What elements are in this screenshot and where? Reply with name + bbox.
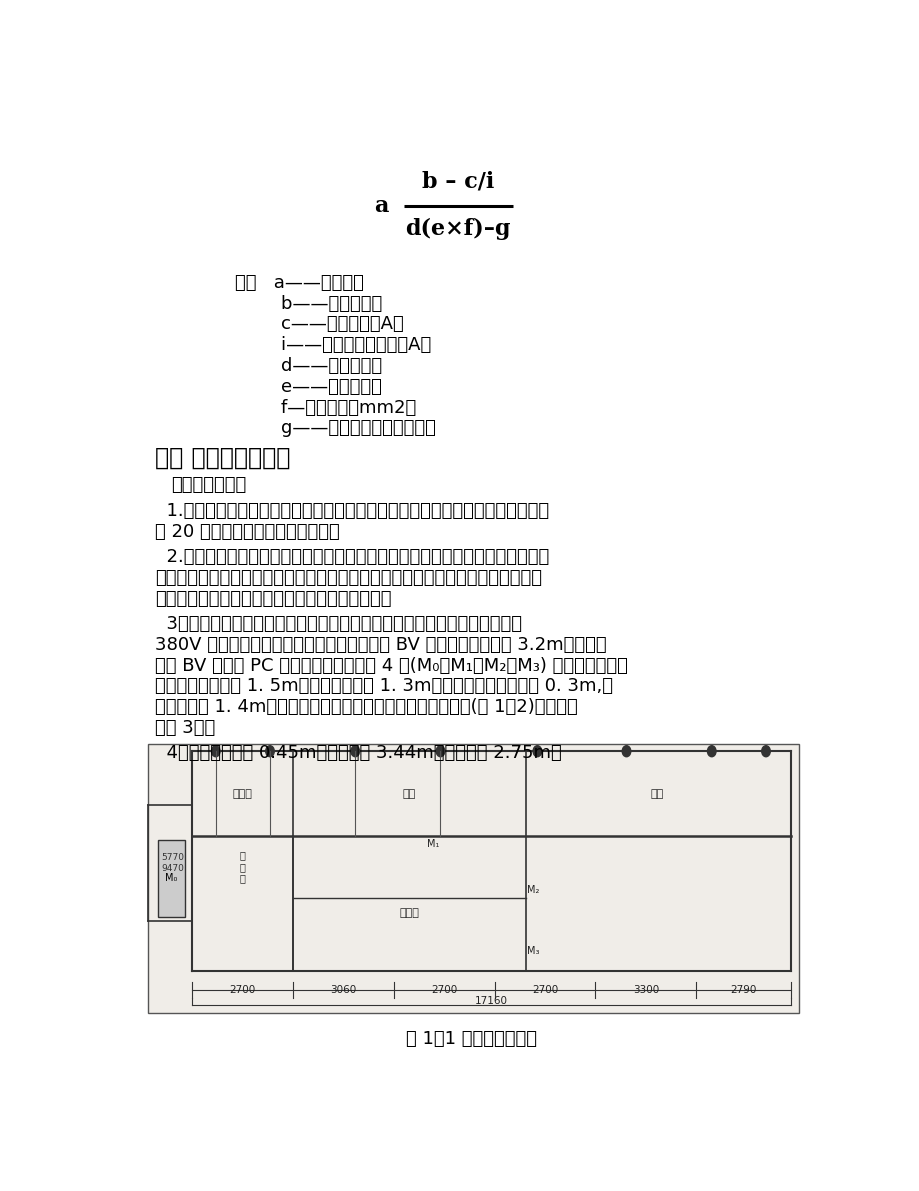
Circle shape [436,746,444,756]
Text: 快餐厅: 快餐厅 [399,908,419,918]
Text: 2700: 2700 [230,985,255,994]
Text: 图 1－1 电气底层平面图: 图 1－1 电气底层平面图 [405,1030,537,1048]
Text: 4、室内外高差为 0.45m，一层层高 3.44m，二层层高 2.75m。: 4、室内外高差为 0.45m，一层层高 3.44m，二层层高 2.75m。 [155,744,562,762]
Text: d——导线型号；: d——导线型号； [235,357,381,375]
Text: 板开关距地 1. 4m；配电箱可靠接地保护，见电气平面布置图(图 1、2)及系统图: 板开关距地 1. 4m；配电箱可靠接地保护，见电气平面布置图(图 1、2)及系统… [155,698,577,716]
Text: 块；底层楼板为钉筋混凝土预应力空心板；楼面为水泥砂浆地面，地面为玻璃条分: 块；底层楼板为钉筋混凝土预应力空心板；楼面为水泥砂浆地面，地面为玻璃条分 [155,569,541,587]
Text: 2700: 2700 [531,985,558,994]
Circle shape [621,746,630,756]
Text: d(e×f)–g: d(e×f)–g [405,218,511,241]
Text: M₃: M₃ [527,947,539,956]
Circle shape [211,746,220,756]
Text: 三、 识读电气施工图: 三、 识读电气施工图 [155,445,290,469]
Text: i——整（锁）定电流，A；: i——整（锁）定电流，A； [235,336,431,354]
Text: （图 3）。: （图 3）。 [155,719,215,737]
Text: b——设备型号；: b——设备型号； [235,294,382,312]
Circle shape [266,746,274,756]
Text: 2700: 2700 [431,985,457,994]
Text: M₁: M₁ [426,838,438,849]
Text: 17160: 17160 [474,997,507,1006]
Text: 律用 BV 型线穿 PC 塑料管暗敞，配电箱 4 台(M₀，M₁、M₂、M₃) 均为成品，一律: 律用 BV 型线穿 PC 塑料管暗敞，配电箱 4 台(M₀，M₁、M₂、M₃) … [155,656,628,674]
Text: 暗装，笱底边距地 1. 5m；插座暗装距地 1. 3m；拉线开关暗装距顶棚 0. 3m,踏: 暗装，笱底边距地 1. 5m；插座暗装距地 1. 3m；拉线开关暗装距顶棚 0.… [155,678,613,696]
Text: M₂: M₂ [527,885,539,894]
Text: 380V 电源，作为电力和照明用，进户线采用 BV 型，架空引入标高 3.2m；室内一: 380V 电源，作为电力和照明用，进户线采用 BV 型，架空引入标高 3.2m；… [155,636,607,654]
Circle shape [532,746,541,756]
Text: 5770
9470: 5770 9470 [162,853,185,873]
Text: 操作间: 操作间 [233,788,253,799]
Text: 小
餐
厅: 小 餐 厅 [240,850,245,884]
Text: c——额定电流，A；: c——额定电流，A； [235,316,403,333]
Text: 餐厅: 餐厅 [650,788,664,799]
Circle shape [761,746,769,756]
Text: 式中   a——设备编号: 式中 a——设备编号 [235,274,364,292]
Text: 3300: 3300 [632,985,658,994]
Text: a: a [374,195,389,217]
Circle shape [707,746,715,756]
Text: e——导线根数；: e——导线根数； [235,378,381,395]
Text: f—导线截面，mm2；: f—导线截面，mm2； [235,399,416,417]
Text: 有 20 个床位的一般旅客住宿客房。: 有 20 个床位的一般旅客住宿客房。 [155,523,340,541]
Text: 餐厅: 餐厅 [403,788,415,799]
Text: 3、电力及照明工程：因食品加工及电热水器的应用，由临街电杆架空引入: 3、电力及照明工程：因食品加工及电热水器的应用，由临街电杆架空引入 [155,615,522,632]
Text: b – c/i: b – c/i [422,170,494,192]
Text: 3060: 3060 [330,985,357,994]
FancyBboxPatch shape [147,743,798,1014]
Text: M₀: M₀ [165,873,176,884]
Circle shape [350,746,359,756]
Text: g——导线敷设方式及部位。: g——导线敷设方式及部位。 [235,419,436,437]
Text: 1.　工程用途及所属单位：该工程由某市饮食公司投资，一般饮食营业厅，楼上: 1. 工程用途及所属单位：该工程由某市饮食公司投资，一般饮食营业厅，楼上 [155,501,549,519]
Text: （一）工程概况: （一）工程概况 [171,475,245,493]
Text: 2.　工程结构：该工程为砖混结构两层。主墙为砖墙，隔墙为加气轻质混凝土砖: 2. 工程结构：该工程为砖混结构两层。主墙为砖墙，隔墙为加气轻质混凝土砖 [155,548,549,566]
FancyBboxPatch shape [157,840,185,917]
Text: 2790: 2790 [730,985,756,994]
Text: 格普通水磨石；屋盖为轻型钉屋架结构。见下图。: 格普通水磨石；屋盖为轻型钉屋架结构。见下图。 [155,590,391,607]
